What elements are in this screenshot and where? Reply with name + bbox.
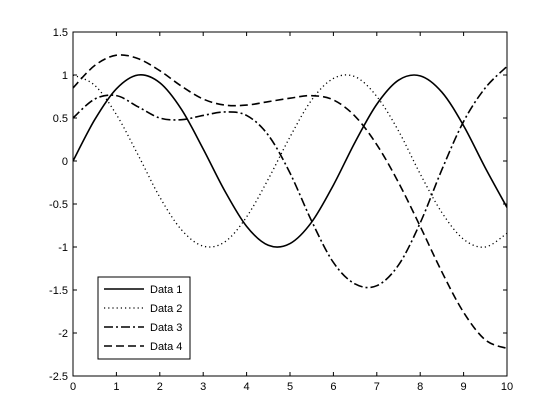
legend-label-4: Data 4: [150, 341, 182, 353]
y-tick-label: -1.5: [49, 285, 68, 297]
y-tick-label: 1.5: [53, 27, 68, 39]
x-tick-label: 6: [330, 381, 336, 393]
y-tick-label: -2: [58, 328, 68, 340]
y-tick-label: 0: [62, 156, 68, 168]
legend: Data 1 Data 2 Data 3 Data 4: [97, 276, 191, 360]
x-tick-label: 2: [157, 381, 163, 393]
x-tick-label: 4: [244, 381, 250, 393]
x-tick-label: 0: [70, 381, 76, 393]
legend-label-1: Data 1: [150, 284, 182, 296]
legend-label-2: Data 2: [150, 303, 182, 315]
series-line-1: [73, 74, 507, 248]
x-tick-label: 5: [287, 381, 293, 393]
y-tick-label: 0.5: [53, 113, 68, 125]
x-tick-label: 8: [417, 381, 423, 393]
x-tick-label: 3: [200, 381, 206, 393]
y-tick-label: -0.5: [49, 199, 68, 211]
series-lines: [73, 54, 507, 350]
legend-label-3: Data 3: [150, 322, 182, 334]
x-tick-label: 10: [501, 381, 513, 393]
x-tick-label: 1: [113, 381, 119, 393]
series-line-4: [73, 54, 507, 350]
y-tick-label: -1: [58, 242, 68, 254]
x-tick-label: 9: [461, 381, 467, 393]
series-line-3: [73, 65, 507, 289]
x-tick-label: 7: [374, 381, 380, 393]
series-line-2: [73, 74, 507, 248]
y-tick-label: -2.5: [49, 371, 68, 383]
axis-ticks: 0 1 2 3 4 5 6 7 8 9 10 -2.5 -2 -1.5 -1 -0.5 0 0.5 1 1.5: [49, 27, 513, 393]
y-tick-label: 1: [62, 70, 68, 82]
